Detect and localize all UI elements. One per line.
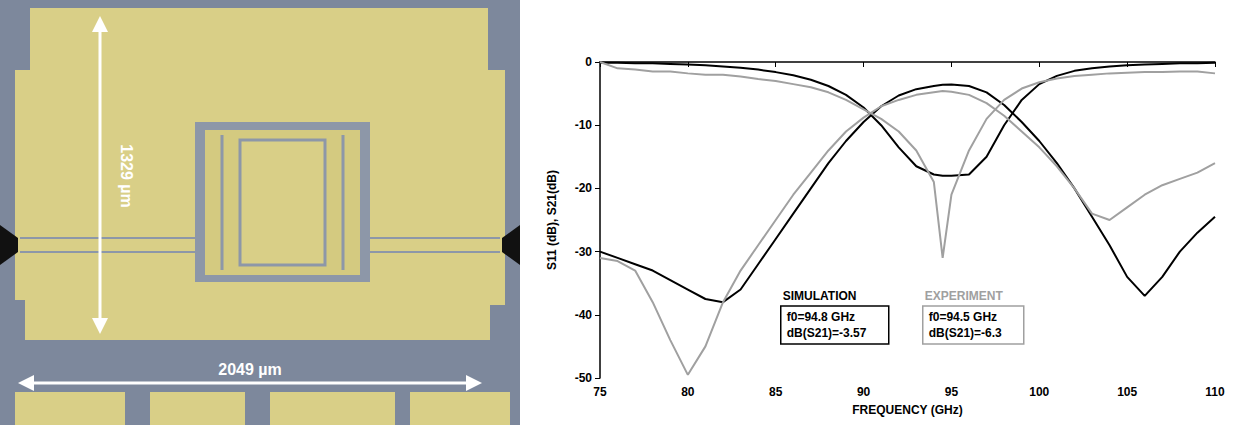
- svg-text:dB(S21)=-3.57: dB(S21)=-3.57: [787, 326, 867, 340]
- svg-text:EXPERIMENT: EXPERIMENT: [925, 289, 1004, 303]
- svg-text:0: 0: [585, 55, 592, 69]
- svg-text:95: 95: [945, 385, 959, 399]
- svg-text:110: 110: [1205, 385, 1225, 399]
- svg-text:80: 80: [681, 385, 695, 399]
- svg-text:105: 105: [1117, 385, 1137, 399]
- svg-text:100: 100: [1029, 385, 1049, 399]
- svg-text:2049 µm: 2049 µm: [218, 361, 281, 378]
- svg-text:f0=94.5 GHz: f0=94.5 GHz: [929, 310, 997, 324]
- svg-text:dB(S21)=-6.3: dB(S21)=-6.3: [929, 326, 1002, 340]
- svg-text:-10: -10: [575, 118, 593, 132]
- svg-text:S11 (dB), S21(dB): S11 (dB), S21(dB): [545, 170, 559, 270]
- svg-text:75: 75: [593, 385, 607, 399]
- svg-text:-50: -50: [575, 371, 593, 385]
- svg-text:-20: -20: [575, 181, 593, 195]
- svg-text:90: 90: [857, 385, 871, 399]
- svg-text:-30: -30: [575, 245, 593, 259]
- svg-text:SIMULATION: SIMULATION: [783, 289, 857, 303]
- svg-text:85: 85: [769, 385, 783, 399]
- svg-text:f0=94.8 GHz: f0=94.8 GHz: [787, 310, 855, 324]
- svg-text:-40: -40: [575, 308, 593, 322]
- svg-text:1329 µm: 1329 µm: [118, 144, 135, 207]
- svg-text:FREQUENCY (GHz): FREQUENCY (GHz): [852, 403, 962, 417]
